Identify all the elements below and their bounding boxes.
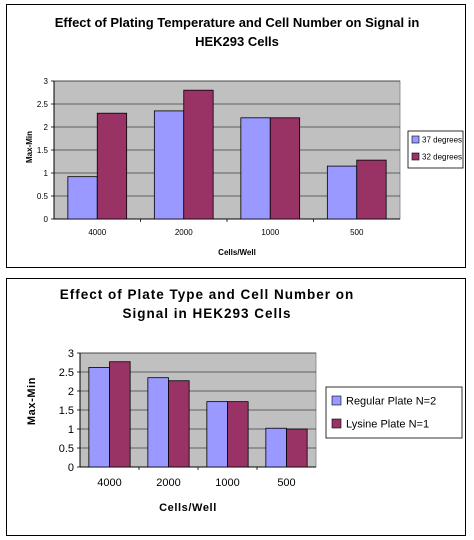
chart-1-legend-label-37: 37 degrees	[422, 136, 462, 145]
chart-2-plot: 0 0.5 1 1.5 2 2.5 3 4000 2000 1000 500	[59, 348, 317, 489]
chart-1-legend-swatch-32	[411, 152, 420, 161]
chart-2-y-tick-label: 0	[68, 462, 74, 474]
chart-1-legend-box	[407, 130, 464, 169]
chart-2-bar-regular-plate-n-2-2000	[147, 377, 169, 468]
chart-2-x-tick-label: 4000	[97, 477, 121, 489]
chart-2-legend: Regular Plate N=2 Lysine Plate N=1	[325, 386, 463, 439]
chart-2-bar-regular-plate-n-2-1000	[206, 401, 228, 468]
chart-2-legend-box	[325, 386, 463, 439]
chart-2-y-axis-label: Max-Min	[26, 377, 38, 425]
chart-1-y-tick-label: 2.5	[37, 100, 49, 109]
chart-2-bar-lysine-plate-n-1-500	[286, 428, 308, 468]
chart-1-bar-32-degrees-4000	[96, 112, 128, 220]
chart-2-y-tick-label: 0.5	[59, 443, 74, 455]
chart-1-bar-37-degrees-1000	[240, 117, 271, 220]
chart-2-legend-label-regular: Regular Plate N=2	[346, 396, 436, 408]
chart-2-legend-label-lysine: Lysine Plate N=1	[346, 419, 429, 431]
chart-1-y-axis-label: Max-Min	[25, 131, 34, 163]
chart-2-x-tick-label: 2000	[156, 477, 180, 489]
chart-1-bar-32-degrees-500	[356, 159, 387, 220]
chart-1-y-tick-label: 3	[44, 77, 49, 86]
chart-2-y-tick-label: 2.5	[59, 367, 74, 379]
chart-1-y-tick-label: 0	[44, 215, 49, 224]
chart-1-title-line-1: Effect of Plating Temperature and Cell N…	[55, 15, 420, 30]
chart-1-x-axis-label: Cells/Well	[218, 248, 256, 257]
chart-1-bar-37-degrees-2000	[153, 110, 185, 220]
chart-2-y-tick-label: 1	[68, 424, 74, 436]
chart-2-svg: 0 0.5 1 1.5 2 2.5 3 4000 2000 1000 500 Effect of P…	[26, 287, 463, 514]
chart-1-plot: 0 0.5 1 1.5 2 2.5 3 4000 2000 1000 500	[37, 77, 401, 237]
chart-1-bar-37-degrees-500	[326, 165, 358, 220]
chart-2-x-tick-label: 1000	[215, 477, 239, 489]
chart-1-legend-swatch-37	[411, 135, 420, 144]
chart-1-x-tick-label: 1000	[261, 228, 279, 237]
chart-2-bar-lysine-plate-n-1-2000	[168, 380, 190, 468]
chart-1-x-tick-label: 2000	[175, 228, 193, 237]
chart-1-svg: 0 0.5 1 1.5 2 2.5 3 4000 2000 1000 500 Effect of P…	[25, 15, 464, 257]
chart-1-x-tick-label: 500	[350, 228, 364, 237]
chart-1-legend-label-32: 32 degrees	[422, 153, 462, 162]
chart-2-y-tick-label: 1.5	[59, 405, 74, 417]
chart-2-y-tick-label: 3	[68, 348, 74, 360]
chart-1-bar-32-degrees-2000	[183, 89, 214, 220]
chart-2-bar-regular-plate-n-2-4000	[88, 367, 110, 468]
chart-1-y-tick-label: 1.5	[37, 146, 49, 155]
chart-1-title-line-2: HEK293 Cells	[195, 34, 279, 49]
chart-2-x-axis-label: Cells/Well	[159, 502, 217, 514]
chart-2-bar-lysine-plate-n-1-4000	[109, 361, 131, 468]
chart-2-title-line-1: Effect of Plate Type and Cell Number on	[60, 287, 355, 302]
chart-plating-temperature: 0 0.5 1 1.5 2 2.5 3 4000 2000 1000 500 Effect of P…	[6, 4, 466, 268]
chart-1-y-tick-label: 2	[44, 123, 49, 132]
chart-2-bar-lysine-plate-n-1-1000	[227, 401, 249, 468]
chart-2-legend-swatch-lysine	[331, 418, 342, 429]
chart-1-bar-32-degrees-1000	[269, 117, 301, 220]
chart-2-legend-swatch-regular	[331, 395, 342, 406]
chart-1-y-tick-label: 0.5	[37, 192, 49, 201]
chart-2-x-tick-label: 500	[277, 477, 295, 489]
chart-2-bar-regular-plate-n-2-500	[265, 427, 287, 468]
chart-1-y-tick-label: 1	[44, 169, 49, 178]
chart-2-title-line-2: Signal in HEK293 Cells	[122, 306, 291, 321]
chart-1-x-tick-label: 4000	[88, 228, 106, 237]
chart-1-legend: 37 degrees 32 degrees	[407, 130, 464, 169]
chart-1-bar-37-degrees-4000	[67, 176, 98, 220]
chart-2-y-tick-label: 2	[68, 386, 74, 398]
chart-plate-type: 0 0.5 1 1.5 2 2.5 3 4000 2000 1000 500 Effect of P…	[6, 278, 466, 536]
